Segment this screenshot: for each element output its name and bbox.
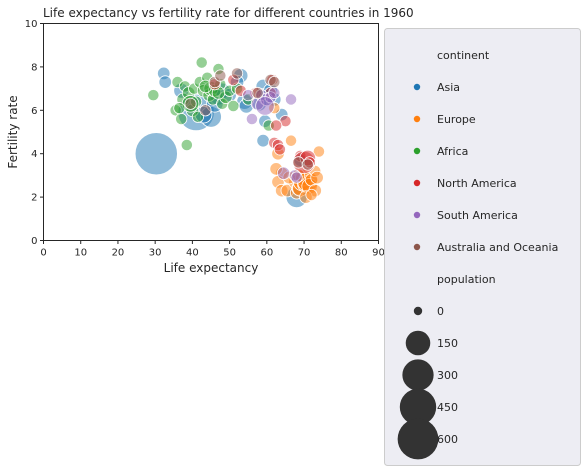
data-points <box>134 56 326 209</box>
data-point <box>227 99 240 113</box>
legend-marker <box>413 243 421 251</box>
legend-marker <box>413 179 421 187</box>
legend-marker <box>413 83 421 91</box>
x-tick-label: 90 <box>372 248 385 259</box>
legend-entry-label: Asia <box>437 81 460 94</box>
legend-size-marker <box>397 418 439 460</box>
x-axis-ticks: 0 10 20 30 40 50 60 70 80 90 <box>40 240 385 259</box>
data-point <box>230 67 244 80</box>
data-point <box>180 138 193 152</box>
data-point <box>173 102 186 115</box>
data-point <box>301 158 314 171</box>
data-point <box>175 112 188 126</box>
legend-size-marker <box>413 306 423 316</box>
data-point <box>134 132 178 176</box>
y-tick-label: 0 <box>31 236 37 247</box>
data-point <box>268 86 281 100</box>
data-point <box>268 76 281 89</box>
legend-entry-label: Africa <box>437 145 468 158</box>
data-point <box>147 89 160 102</box>
x-tick-label: 80 <box>335 248 348 259</box>
x-tick-label: 0 <box>40 248 46 259</box>
legend: continent Asia Europe Africa North America S… <box>384 28 581 466</box>
plot-area <box>43 23 379 241</box>
data-point <box>276 166 291 180</box>
x-axis-label: Life expectancy <box>164 261 259 275</box>
x-tick-label: 40 <box>186 248 199 259</box>
data-point <box>195 56 208 69</box>
legend-marker <box>413 115 421 123</box>
data-point <box>312 145 326 158</box>
legend-size-marker <box>399 388 437 426</box>
x-tick-label: 70 <box>298 248 311 259</box>
plot-frame <box>43 23 379 241</box>
x-tick-label: 20 <box>112 248 125 259</box>
y-tick-label: 8 <box>31 62 37 73</box>
y-tick-label: 6 <box>31 106 37 117</box>
data-point <box>310 170 324 185</box>
data-point <box>199 104 212 117</box>
data-point <box>305 188 318 202</box>
legend-size-label: 450 <box>437 401 458 414</box>
legend-size-marker <box>405 330 431 356</box>
data-point <box>158 75 172 89</box>
data-point <box>184 97 197 110</box>
legend-size-marker <box>402 359 434 391</box>
data-point <box>273 143 286 156</box>
legend-size-label: 600 <box>437 433 458 446</box>
legend-hue-entries: Asia Europe Africa North America South Ameri… <box>413 81 558 254</box>
x-tick-label: 50 <box>223 248 236 259</box>
legend-size-label: 300 <box>437 369 458 382</box>
legend-size-title: population <box>437 273 496 286</box>
legend-box <box>384 28 581 466</box>
y-tick-label: 10 <box>25 19 38 30</box>
x-tick-label: 60 <box>260 248 273 259</box>
data-point <box>255 96 275 116</box>
legend-size-label: 0 <box>437 305 444 318</box>
x-tick-label: 10 <box>74 248 87 259</box>
legend-size-label: 150 <box>437 337 458 350</box>
legend-size-entries: 0 150 300 450 600 <box>397 305 458 460</box>
y-axis-ticks: 0 2 4 6 8 10 <box>25 19 44 247</box>
data-point <box>290 171 303 184</box>
legend-entry-label: Australia and Oceania <box>437 241 558 254</box>
legend-entry-label: Europe <box>437 113 476 126</box>
chart-title: Life expectancy vs fertility rate for di… <box>43 6 414 20</box>
x-tick-label: 30 <box>149 248 162 259</box>
y-tick-label: 2 <box>31 193 37 204</box>
legend-marker <box>413 147 421 155</box>
data-point <box>245 112 259 126</box>
data-point <box>270 119 283 132</box>
data-point <box>214 69 227 82</box>
data-point <box>284 134 298 147</box>
data-point <box>251 86 264 100</box>
legend-hue-title: continent <box>437 49 490 62</box>
legend-entry-label: South America <box>437 209 518 222</box>
data-point <box>256 133 270 148</box>
y-axis-label: Fertility rate <box>6 95 20 168</box>
y-tick-label: 4 <box>31 149 37 160</box>
legend-marker <box>413 211 421 219</box>
data-point <box>284 93 298 106</box>
legend-entry-label: North America <box>437 177 517 190</box>
